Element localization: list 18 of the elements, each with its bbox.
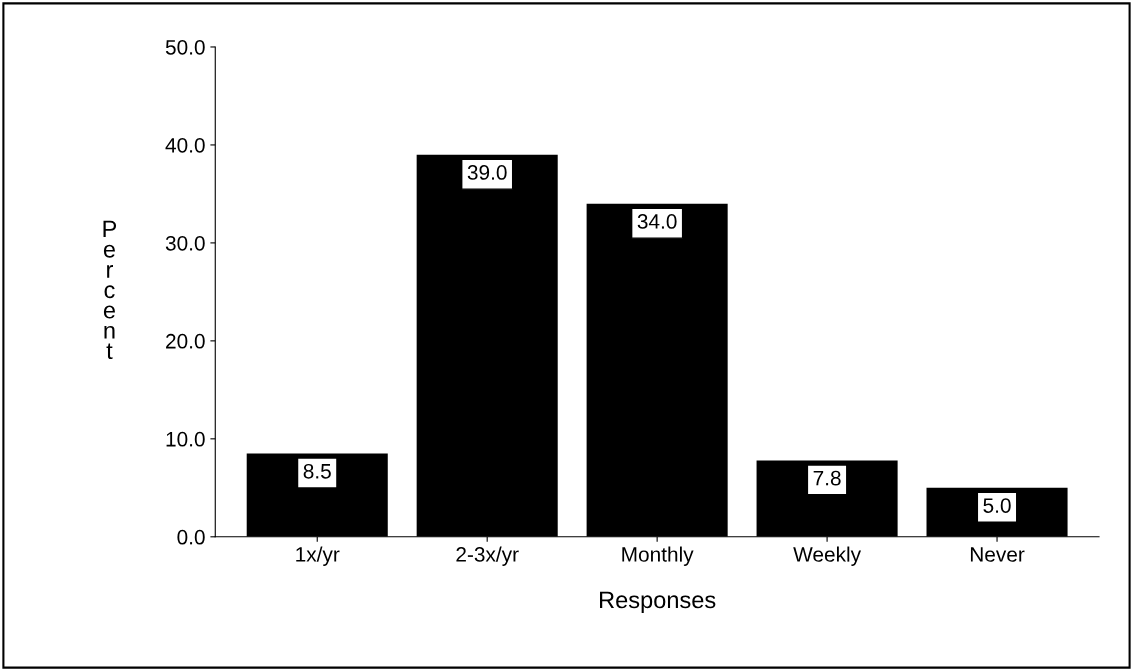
y-tick-label: 40.0: [165, 137, 205, 153]
y-tick-label: 50.0: [165, 39, 205, 55]
x-tick-label: 1x/yr: [296, 546, 340, 566]
x-tick-label: Weekly: [793, 546, 862, 566]
x-axis-title: Responses: [600, 591, 716, 613]
x-tick-label: Never: [970, 547, 1025, 562]
y-tick-label: 20.0: [166, 333, 205, 349]
data-label: 39.0: [467, 165, 507, 180]
data-label: 7.8: [813, 470, 841, 486]
x-tick-label: 2-3x/yr: [456, 546, 519, 566]
data-label: 34.0: [637, 214, 677, 229]
y-tick-label: 10.0: [166, 431, 205, 447]
y-tick-label: 0.0: [177, 529, 205, 545]
y-axis-title: Percent: [103, 220, 117, 360]
data-label: 5.0: [983, 498, 1011, 513]
y-tick-label: 30.0: [165, 235, 205, 251]
x-tick-label: Monthly: [622, 546, 694, 566]
data-label: 8.5: [303, 463, 331, 479]
